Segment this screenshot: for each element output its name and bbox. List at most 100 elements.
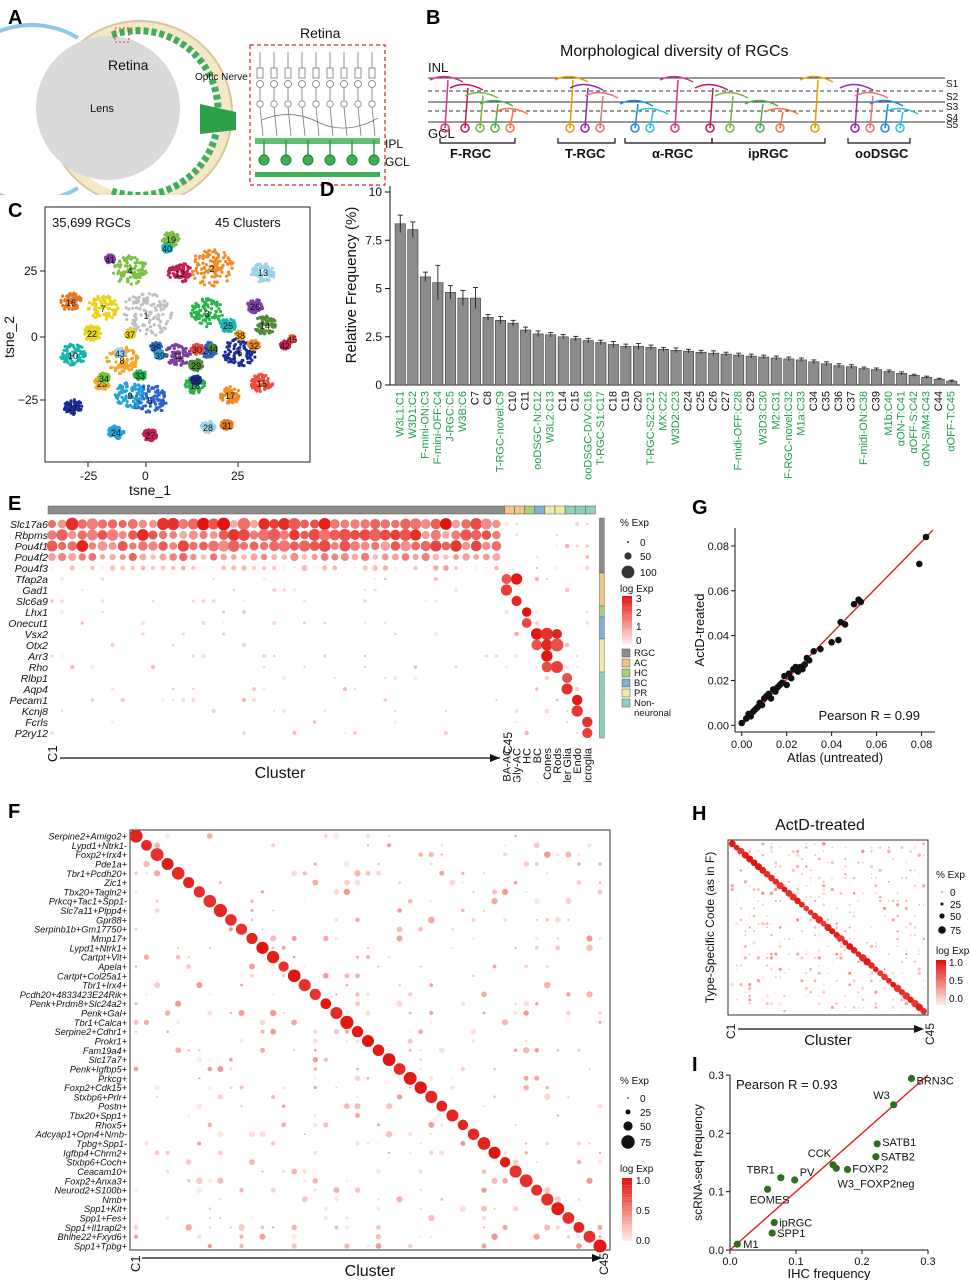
actd-expression-dot bbox=[888, 900, 890, 902]
actd-expression-dot bbox=[852, 979, 856, 983]
code-expression-dot bbox=[419, 965, 422, 968]
retina-label: Retina bbox=[108, 57, 149, 73]
code-expression-dot bbox=[155, 1095, 159, 1099]
error-bar bbox=[711, 350, 717, 356]
expression-dot bbox=[531, 639, 543, 651]
code-expression-dot bbox=[588, 1068, 591, 1070]
tsne-cluster-label: 1 bbox=[143, 311, 148, 321]
actd-expression-dot bbox=[846, 943, 854, 950]
actd-expression-dot bbox=[882, 906, 887, 911]
expression-dot bbox=[227, 540, 240, 552]
category-label: W3L2:C13 bbox=[545, 391, 557, 443]
expression-dot bbox=[482, 541, 491, 551]
expression-dot bbox=[262, 687, 266, 691]
code-expression-dot bbox=[503, 844, 507, 847]
category-label: C11 bbox=[520, 391, 532, 410]
actd-expression-dot bbox=[827, 862, 829, 864]
actd-expression-dot bbox=[918, 953, 921, 955]
expression-dot bbox=[323, 654, 327, 658]
panel-f-dotplot: F Serpine2+Amigo2+Lypd1+Ntrk1-Foxp2+Irx4… bbox=[8, 801, 654, 1280]
actd-expression-dot bbox=[757, 888, 760, 891]
code-expression-dot bbox=[438, 1047, 445, 1054]
legend-pct-label: 25 bbox=[950, 900, 962, 911]
expression-dot bbox=[318, 517, 331, 531]
expression-dot bbox=[221, 565, 227, 571]
code-expression-dot bbox=[249, 1159, 255, 1166]
expression-dot bbox=[68, 552, 77, 562]
panel-h-letter: H bbox=[692, 803, 706, 825]
expression-dot bbox=[201, 599, 206, 603]
bar-C11 bbox=[520, 329, 532, 386]
expression-dot bbox=[237, 517, 251, 531]
expression-dot bbox=[222, 610, 226, 614]
actd-expression-dot bbox=[878, 868, 882, 873]
expression-dot bbox=[47, 519, 57, 529]
code-expression-dot bbox=[535, 862, 539, 866]
expression-dot bbox=[78, 553, 87, 561]
lens-label: Lens bbox=[90, 103, 114, 115]
expression-dot bbox=[300, 530, 309, 540]
expression-dot bbox=[500, 584, 513, 596]
type-code-label: Prokr1+ bbox=[95, 1037, 128, 1047]
expression-dot bbox=[329, 519, 340, 529]
code-expression-dot bbox=[260, 1029, 265, 1034]
code-expression-dot bbox=[367, 1142, 369, 1145]
code-expression-dot bbox=[524, 964, 529, 969]
bar-W3B:C6 bbox=[457, 297, 469, 386]
expression-dot bbox=[381, 553, 389, 561]
scatter-point bbox=[835, 636, 842, 644]
expression-dot bbox=[470, 518, 483, 530]
code-expression-dot bbox=[270, 935, 277, 942]
scatter-point bbox=[738, 719, 745, 727]
actd-expression-dot bbox=[868, 962, 875, 969]
code-expression-dot bbox=[270, 1028, 277, 1035]
expression-dot bbox=[390, 529, 401, 541]
expression-dot bbox=[189, 541, 198, 551]
expression-dot bbox=[586, 610, 589, 614]
legend-log-title: log Exp bbox=[620, 584, 654, 595]
actd-expression-dot bbox=[904, 876, 908, 880]
code-expression-dot bbox=[586, 935, 593, 942]
code-expression-dot bbox=[545, 1141, 550, 1146]
actd-expression-dot bbox=[814, 899, 816, 902]
class-label: Cones bbox=[542, 748, 554, 780]
bar-W3D2:C23 bbox=[670, 350, 682, 386]
type-code-label: Tbx20+Spp1+ bbox=[69, 1111, 127, 1121]
code-expression-dot bbox=[366, 844, 370, 847]
code-expression-dot bbox=[425, 1090, 438, 1104]
actd-expression-dot bbox=[761, 854, 764, 857]
code-expression-dot bbox=[513, 1011, 518, 1015]
expression-dot bbox=[137, 529, 149, 541]
expression-dot bbox=[362, 565, 368, 571]
e-x-axis: C1 Cluster C45 bbox=[45, 732, 515, 782]
actd-expression-dot bbox=[826, 918, 830, 922]
expression-dot bbox=[260, 553, 268, 561]
legend-pct-title: % Exp bbox=[620, 1076, 649, 1087]
point-label: SPP1 bbox=[777, 1228, 805, 1240]
code-expression-dot bbox=[161, 858, 174, 870]
actd-expression-dot bbox=[831, 846, 834, 849]
stratum-label-s4: S4 bbox=[946, 113, 959, 124]
expression-dot bbox=[201, 653, 206, 659]
code-expression-dot bbox=[291, 1224, 297, 1231]
code-expression-dot bbox=[240, 983, 243, 987]
type-code-label: Gpr88+ bbox=[96, 915, 128, 925]
expression-dot bbox=[68, 530, 77, 540]
actd-expression-dot bbox=[801, 968, 803, 970]
expression-dot bbox=[384, 677, 387, 679]
scatter-point bbox=[916, 560, 923, 568]
actd-expression-dot bbox=[882, 986, 887, 990]
expression-dot bbox=[282, 676, 287, 680]
class-label: Gly-AC bbox=[512, 748, 524, 782]
gene-label-Slc6a9: Slc6a9 bbox=[16, 596, 48, 608]
tsne-cluster-31: 31 bbox=[219, 419, 234, 431]
actd-expression-dot bbox=[805, 952, 808, 956]
expression-dot bbox=[191, 698, 196, 702]
error-bar bbox=[523, 326, 529, 333]
actd-expression-dot bbox=[739, 853, 743, 857]
actd-expression-dot bbox=[757, 899, 760, 902]
actd-expression-dot bbox=[735, 900, 738, 902]
expression-dot bbox=[148, 519, 158, 529]
expression-dot bbox=[111, 687, 115, 691]
code-expression-dot bbox=[208, 946, 211, 949]
